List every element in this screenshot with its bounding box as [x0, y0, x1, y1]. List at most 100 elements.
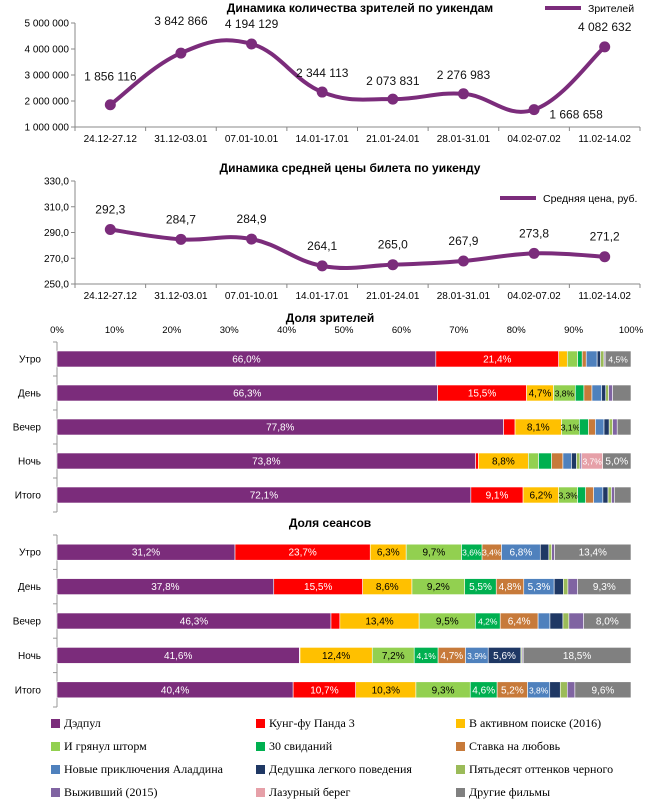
data-point	[528, 247, 540, 259]
bar-segment	[522, 647, 632, 664]
legend-label: Другие фильмы	[469, 785, 551, 799]
x-tick-label: 07.01-10.01	[225, 291, 279, 302]
data-label: 4 082 632	[578, 20, 632, 34]
x-tick-label: 80%	[507, 325, 527, 336]
legend-label: Кунг-фу Панда 3	[269, 716, 355, 730]
legend-label: Ставка на любовь	[469, 739, 561, 753]
category-label: Вечер	[13, 617, 42, 628]
x-tick-label: 31.12-03.01	[154, 291, 208, 302]
data-label: 271,2	[590, 230, 620, 244]
bar-segment	[574, 681, 632, 699]
legend-swatch	[256, 765, 265, 774]
data-point	[599, 41, 611, 53]
bar-value-label: 13,4%	[365, 617, 393, 628]
bar-value-label: 4,8%	[499, 582, 522, 593]
bar-segment	[612, 418, 618, 436]
data-label: 284,7	[166, 212, 196, 226]
legend-item: Дэдпул	[51, 716, 101, 731]
category-label: Ночь	[18, 651, 41, 662]
legend-swatch	[51, 788, 60, 797]
x-tick-label: 20%	[162, 325, 182, 336]
x-tick-label: 60%	[392, 325, 412, 336]
bar-value-label: 9,1%	[486, 491, 509, 502]
bar-value-label: 6,8%	[509, 548, 532, 559]
chart-title-2: Доля зрителей	[286, 311, 374, 325]
chart-canvas: Динамика количества зрителей по уикендам…	[13, 1, 644, 708]
y-tick-label: 5 000 000	[25, 19, 70, 30]
legend-label-0: Зрителей	[588, 3, 634, 15]
bar-segment	[553, 578, 564, 595]
bar-value-label: 3,7%	[582, 457, 602, 467]
data-label: 2 344 113	[296, 66, 349, 80]
bar-segment	[567, 578, 578, 595]
legend-label: Лазурный берег	[269, 785, 351, 799]
bar-value-label: 8,0%	[596, 617, 619, 628]
bar-segment	[330, 612, 341, 630]
bar-segment	[571, 452, 577, 470]
data-point	[175, 233, 187, 245]
x-tick-label: 24.12-27.12	[84, 134, 138, 145]
bar-segment	[607, 486, 612, 504]
x-tick-label: 30%	[220, 325, 240, 336]
y-tick-label: 4 000 000	[25, 45, 70, 56]
bar-value-label: 12,4%	[322, 651, 350, 662]
bar-segment	[612, 384, 632, 402]
bar-segment	[475, 452, 479, 470]
bar-segment	[548, 543, 552, 561]
x-tick-label: 10%	[105, 325, 125, 336]
bar-segment	[577, 486, 586, 504]
category-label: Итого	[15, 685, 42, 696]
bar-segment	[585, 350, 598, 368]
bar-segment	[549, 612, 564, 630]
data-label: 292,3	[95, 203, 125, 217]
y-tick-label: 310,0	[44, 202, 69, 213]
bar-segment	[538, 452, 552, 470]
bar-value-label: 77,8%	[266, 423, 294, 434]
y-tick-label: 1 000 000	[25, 123, 70, 134]
bar-value-label: 8,6%	[376, 582, 399, 593]
x-tick-label: 28.01-31.01	[437, 291, 491, 302]
bar-segment	[576, 452, 581, 470]
bar-segment	[605, 384, 609, 402]
series-line-1	[108, 227, 607, 271]
bar-value-label: 3,6%	[462, 548, 482, 558]
category-label: Ночь	[18, 457, 41, 468]
bar-value-label: 5,0%	[605, 457, 628, 468]
x-tick-label: 28.01-31.01	[437, 134, 491, 145]
category-label: Вечер	[13, 423, 42, 434]
data-label: 273,8	[519, 226, 549, 240]
bar-segment	[602, 452, 632, 470]
bar-value-label: 18,5%	[563, 651, 591, 662]
x-tick-label: 100%	[619, 325, 644, 336]
bar-segment	[563, 578, 569, 595]
x-tick-label: 11.02-14.02	[578, 291, 631, 302]
x-tick-label: 04.02-07.02	[507, 134, 561, 145]
bar-value-label: 4,7%	[529, 389, 552, 400]
legend-swatch	[256, 719, 265, 728]
bar-segment	[604, 350, 632, 368]
legend-label: В активном поиске (2016)	[469, 716, 602, 730]
bar-segment	[558, 350, 568, 368]
bar-segment	[593, 486, 604, 504]
legend-item: Новые приключения Аладдина	[51, 762, 223, 777]
bar-segment	[616, 418, 632, 436]
bar-value-label: 4,1%	[416, 651, 436, 661]
bar-segment	[608, 418, 613, 436]
bar-value-label: 9,3%	[593, 582, 616, 593]
legend-label: Дедушка легкого поведения	[269, 762, 412, 776]
legend-swatch	[456, 765, 465, 774]
bar-value-label: 10,3%	[372, 685, 400, 696]
x-tick-label: 14.01-17.01	[295, 291, 349, 302]
legend-item: 30 свиданий	[256, 739, 332, 754]
y-tick-label: 290,0	[44, 228, 69, 239]
bar-value-label: 73,8%	[252, 457, 280, 468]
x-tick-label: 04.02-07.02	[507, 291, 561, 302]
data-point	[246, 233, 258, 245]
legend-item: Дедушка легкого поведения	[256, 762, 412, 777]
bar-value-label: 3,3%	[558, 491, 578, 501]
data-point	[387, 93, 399, 105]
y-tick-label: 270,0	[44, 254, 69, 265]
x-tick-label: 90%	[564, 325, 584, 336]
bar-value-label: 3,8%	[555, 389, 575, 399]
data-label: 1 856 116	[84, 70, 137, 84]
